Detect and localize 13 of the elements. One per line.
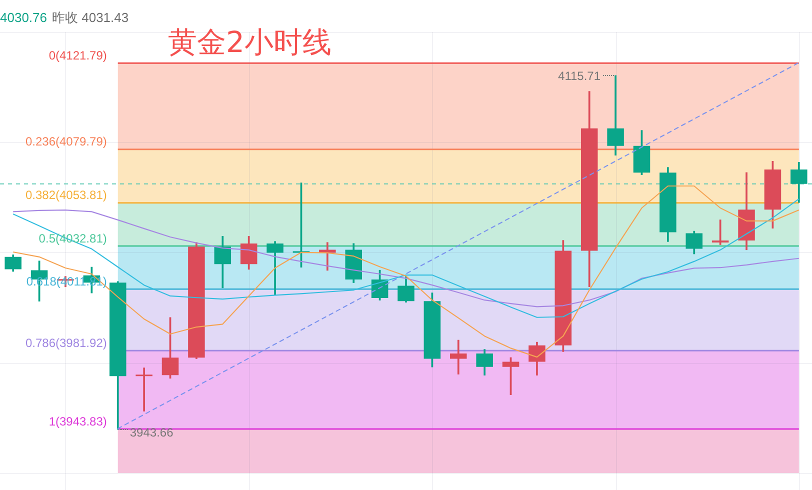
candlestick xyxy=(450,340,467,374)
ref-line-label: 0.786(3981.92) xyxy=(25,336,107,350)
ref-line-label: 0.236(4079.79) xyxy=(25,134,107,149)
candlestick xyxy=(136,368,152,412)
text: 4030.76 xyxy=(0,10,47,25)
candlestick xyxy=(712,220,729,245)
annotation: 3943.66 xyxy=(130,426,174,440)
ref-line-label: 0(4121.79) xyxy=(48,48,107,62)
text: 昨收 4031.43 xyxy=(52,10,129,25)
chart-title: 黄金2小时线 xyxy=(168,24,332,60)
annotation: 4115.71 xyxy=(558,68,601,83)
ref-line-label: 1(3943.83) xyxy=(48,414,107,428)
ref-line-label: 0.382(4053.81) xyxy=(25,188,107,202)
